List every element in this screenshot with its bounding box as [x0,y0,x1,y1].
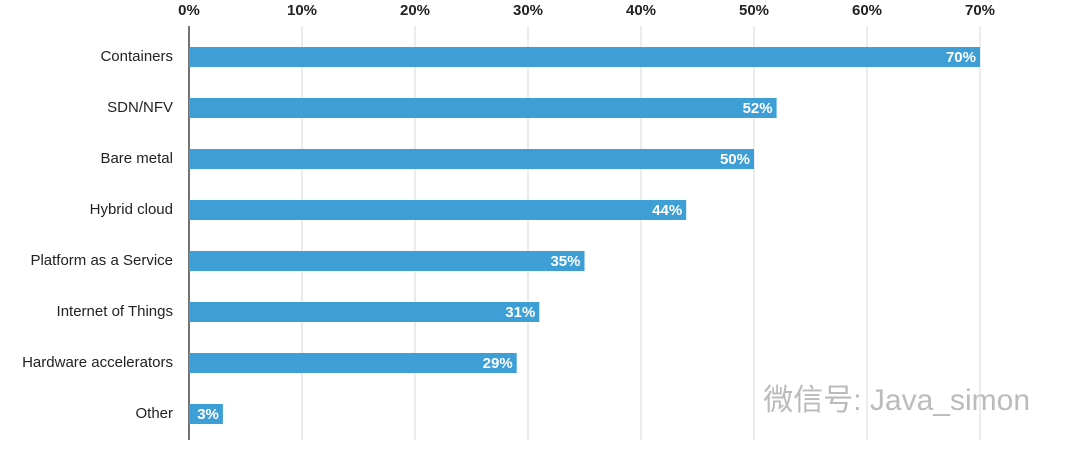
bar [189,404,223,424]
bar [189,98,777,118]
watermark: 微信号: Java_simon [763,384,1030,417]
x-tick-label: 60% [852,2,882,19]
y-tick-label: Bare metal [100,150,173,167]
value-label: 50% [720,151,750,168]
x-tick-label: 30% [513,2,543,19]
value-label: 44% [652,202,682,219]
value-label: 70% [946,49,976,66]
value-label: 52% [743,100,773,117]
x-tick-label: 40% [626,2,656,19]
y-tick-label: Hardware accelerators [22,354,173,371]
x-tick-label: 10% [287,2,317,19]
y-tick-label: SDN/NFV [107,99,173,116]
value-label: 29% [483,355,513,372]
bar [189,47,980,67]
x-tick-label: 0% [178,2,200,19]
bar [189,200,687,220]
bar [189,149,754,169]
bar [189,251,585,271]
y-tick-label: Containers [100,48,173,65]
y-tick-label: Platform as a Service [30,252,173,269]
x-tick-label: 50% [739,2,769,19]
bar [189,302,540,322]
bar [189,353,517,373]
y-tick-label: Internet of Things [57,303,173,320]
value-label: 3% [197,406,219,423]
value-label: 31% [505,304,535,321]
x-tick-label: 20% [400,2,430,19]
x-tick-label: 70% [965,2,995,19]
y-tick-label: Hybrid cloud [90,201,173,218]
value-label: 35% [550,253,580,270]
y-tick-label: Other [135,405,173,422]
